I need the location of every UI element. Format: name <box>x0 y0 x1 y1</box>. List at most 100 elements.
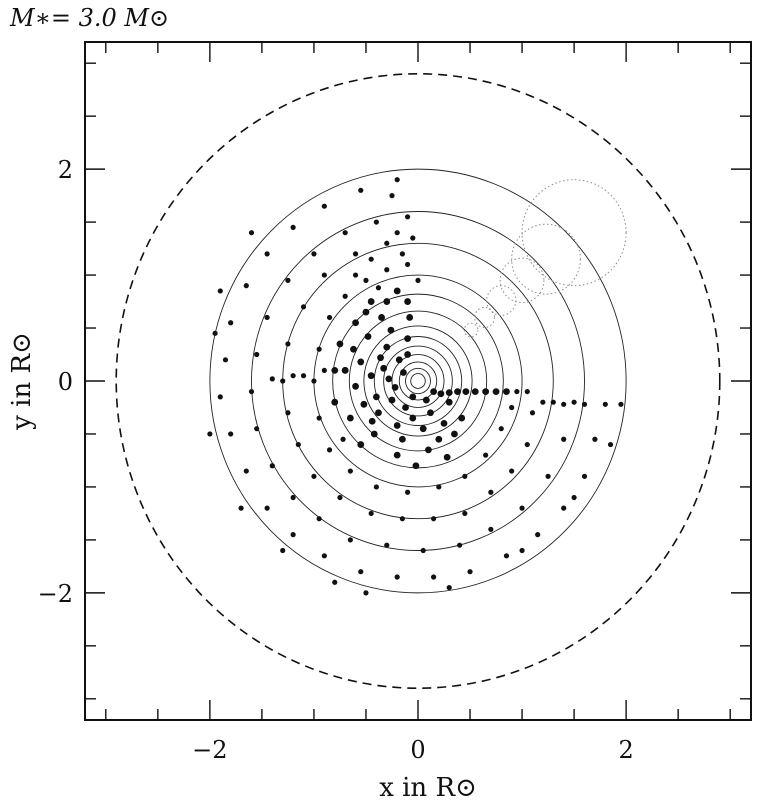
data-point <box>290 224 296 230</box>
data-point <box>385 375 393 383</box>
data-point <box>454 388 461 395</box>
data-point <box>347 468 353 474</box>
data-point <box>545 473 551 479</box>
x-tick-label: 0 <box>410 736 425 764</box>
data-point <box>342 293 348 299</box>
data-point <box>222 357 229 363</box>
data-point <box>228 431 234 437</box>
data-point <box>311 378 317 384</box>
data-point <box>337 494 343 501</box>
data-point <box>398 435 406 443</box>
data-point <box>388 396 396 404</box>
data-point <box>394 230 400 236</box>
data-point <box>457 542 463 548</box>
data-point <box>380 364 388 372</box>
data-point <box>264 314 270 321</box>
data-point <box>437 390 445 398</box>
data-point <box>550 399 556 405</box>
outer-boundary-circle <box>115 72 721 690</box>
data-point <box>368 256 374 262</box>
y-tick-label: 2 <box>58 156 73 184</box>
data-point <box>321 272 327 278</box>
data-point <box>373 219 379 225</box>
data-point <box>373 484 379 490</box>
data-point <box>431 574 437 580</box>
data-point <box>280 547 286 554</box>
data-point <box>228 320 234 326</box>
data-point <box>378 314 385 321</box>
data-point <box>395 356 403 364</box>
data-point <box>445 398 453 406</box>
data-point <box>295 441 301 448</box>
data-point <box>571 494 577 501</box>
data-point <box>524 388 530 395</box>
data-point <box>311 473 317 479</box>
data-point <box>254 351 260 358</box>
data-point <box>440 419 448 427</box>
data-point <box>458 414 466 422</box>
data-point <box>352 319 359 327</box>
data-point <box>290 373 296 379</box>
data-point <box>238 505 244 511</box>
dotted-circle-5 <box>463 322 479 338</box>
data-point <box>375 285 382 291</box>
data-point <box>404 298 411 305</box>
x-axis-label: x in R⊙ <box>379 773 477 802</box>
data-point <box>331 398 339 406</box>
chart-title: M∗= 3.0 M⊙ <box>9 4 169 32</box>
data-point <box>269 376 275 382</box>
data-point <box>368 417 376 425</box>
data-point <box>394 177 400 183</box>
dotted-circle-2 <box>499 257 545 304</box>
shell-circle-0 <box>209 168 627 594</box>
y-tick-label: −2 <box>38 580 73 608</box>
data-point <box>404 214 411 220</box>
data-point <box>383 298 391 305</box>
shell-circle-5 <box>348 310 488 452</box>
shell-circle-10 <box>398 361 438 401</box>
x-tick-label: −2 <box>192 736 227 764</box>
data-point <box>431 516 437 522</box>
data-point <box>503 388 510 395</box>
x-tick-label: 2 <box>618 736 633 764</box>
data-point <box>363 590 369 596</box>
dotted-circle-3 <box>486 285 517 316</box>
points-layer <box>207 177 624 596</box>
data-point <box>420 547 426 554</box>
data-point <box>498 426 504 432</box>
data-point <box>331 367 339 374</box>
shell-circle-12 <box>410 373 426 389</box>
y-axis-label: y in R⊙ <box>7 332 37 431</box>
data-point <box>509 404 515 411</box>
y-tick-label: 0 <box>58 368 73 396</box>
data-point <box>581 401 588 407</box>
data-point <box>364 333 372 340</box>
data-point <box>372 393 380 401</box>
data-point <box>509 468 515 474</box>
data-point <box>529 410 536 416</box>
data-point <box>326 314 333 321</box>
data-point <box>280 378 286 384</box>
data-point <box>269 463 275 469</box>
data-point <box>402 404 409 411</box>
data-point <box>618 401 624 407</box>
shell-circle-3 <box>313 274 523 488</box>
data-point <box>248 388 255 395</box>
data-point <box>404 351 411 358</box>
data-point <box>264 251 270 257</box>
data-point <box>519 547 525 554</box>
data-point <box>346 414 354 422</box>
data-point <box>389 193 395 199</box>
data-point <box>391 383 399 391</box>
data-point <box>427 409 434 417</box>
data-point <box>367 372 375 380</box>
data-point <box>400 369 407 376</box>
data-point <box>368 510 374 517</box>
shell-circle-1 <box>251 211 585 551</box>
data-point <box>321 553 327 559</box>
dotted-circle-4 <box>474 306 495 329</box>
data-point <box>321 203 327 209</box>
data-point <box>436 484 442 490</box>
shapes-layer <box>115 72 721 690</box>
data-point <box>254 426 260 432</box>
